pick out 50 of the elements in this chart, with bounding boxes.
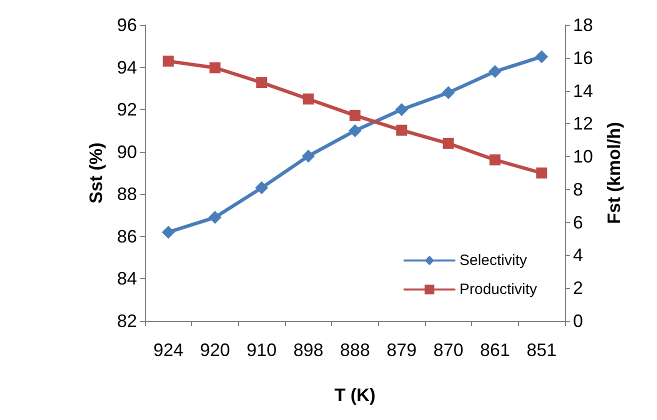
point — [442, 86, 455, 100]
y2-axis-title: Fst (kmol/h) — [604, 122, 624, 224]
point — [302, 94, 314, 104]
y-tick-label: 94 — [116, 57, 137, 78]
y-tick-label: 86 — [116, 226, 137, 246]
y-axis-title: Sst (%) — [86, 142, 106, 204]
point — [535, 50, 548, 64]
legend-label: Selectivity — [459, 252, 528, 269]
x-tick-label: 861 — [480, 340, 510, 360]
y-tick-label: 84 — [116, 268, 137, 289]
y2-tick-label: 10 — [573, 146, 594, 167]
y-tick-label: 92 — [116, 100, 137, 120]
y2-tick-label: 2 — [573, 278, 584, 298]
point — [396, 124, 408, 136]
x-tick-label: 920 — [200, 340, 230, 360]
x-tick-label: 851 — [526, 340, 557, 360]
point — [350, 110, 360, 121]
y2-tick-label: 0 — [573, 311, 584, 331]
point — [255, 181, 268, 194]
x-tick-label: 910 — [246, 340, 277, 360]
y2-tick-label: 8 — [573, 179, 584, 200]
y-tick-label: 82 — [116, 311, 137, 331]
x-tick-label: 879 — [386, 340, 417, 360]
y2-tick-label: 12 — [573, 114, 594, 134]
y2-tick-label: 4 — [573, 245, 584, 266]
y-tick-label: 88 — [116, 184, 137, 204]
y2-tick-label: 14 — [573, 80, 594, 101]
point — [488, 65, 502, 78]
point — [536, 168, 548, 178]
point — [256, 77, 268, 88]
point — [302, 150, 315, 163]
point — [395, 103, 408, 116]
x-tick-label: 924 — [153, 340, 184, 360]
point — [210, 62, 220, 74]
point — [162, 56, 174, 67]
point — [490, 154, 500, 166]
point — [162, 226, 175, 239]
x-axis-title: T (K) — [334, 385, 376, 405]
point — [348, 124, 362, 138]
x-tick-label: 888 — [340, 340, 370, 360]
x-tick-label: 870 — [433, 340, 464, 360]
point — [208, 210, 222, 224]
x-tick-label: 898 — [293, 340, 324, 360]
y2-tick-label: 18 — [573, 15, 594, 35]
y2-tick-label: 6 — [573, 212, 584, 232]
y-tick-label: 96 — [116, 15, 137, 35]
legend-label: Productivity — [459, 281, 538, 298]
point — [442, 138, 454, 149]
y-tick-label: 90 — [116, 142, 137, 162]
y2-tick-label: 16 — [573, 48, 594, 68]
